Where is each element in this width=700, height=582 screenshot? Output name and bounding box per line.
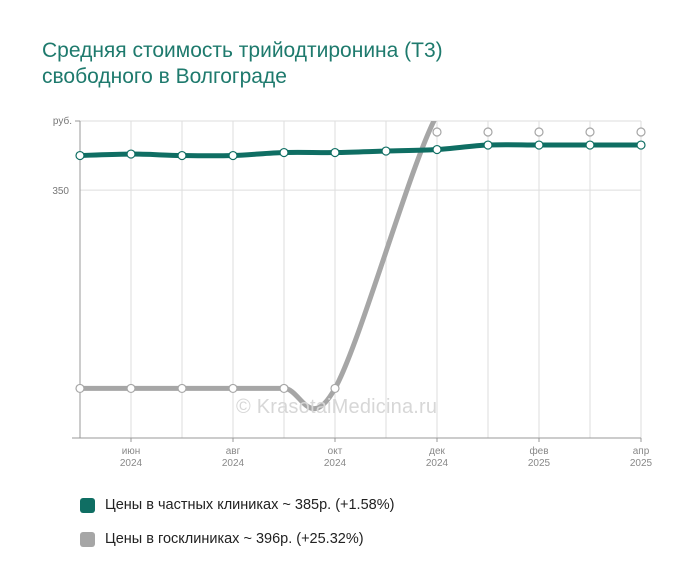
- data-point-private: [330, 147, 340, 158]
- data-point-private: [381, 146, 391, 156]
- legend: Цены в частных клиниках ~ 385р. (+1.58%)…: [80, 488, 394, 556]
- x-tick-label-year: 2024: [120, 458, 143, 469]
- legend-item-private: Цены в частных клиниках ~ 385р. (+1.58%): [80, 488, 394, 522]
- data-point-state-top: [585, 127, 595, 137]
- series: [77, 121, 644, 412]
- x-tick-label-month: дек: [429, 446, 445, 457]
- legend-swatch-state: [80, 531, 95, 547]
- legend-label-state: Цены в госклиниках ~ 396р. (+25.32%): [105, 531, 364, 547]
- chart-title-line-1: Средняя стоимость трийодтиронина (Т3): [42, 39, 443, 62]
- chart-title: Средняя стоимость трийодтиронина (Т3) св…: [42, 38, 662, 90]
- data-point-private: [75, 150, 85, 161]
- watermark: © KrasotaiMedicina.ru: [236, 396, 438, 418]
- data-point-state: [75, 383, 85, 394]
- y-axis-unit-label: руб.: [53, 115, 72, 127]
- data-point-private: [432, 144, 442, 155]
- data-point-private: [483, 140, 493, 150]
- data-point-state-top: [483, 127, 493, 137]
- x-tick-label-month: авг: [226, 446, 241, 457]
- legend-label-private: Цены в частных клиниках ~ 385р. (+1.58%): [105, 497, 395, 513]
- x-tick-label-year: 2025: [528, 458, 551, 469]
- data-points: [75, 127, 646, 394]
- x-tick-label-year: 2024: [324, 458, 347, 469]
- data-point-private: [279, 147, 289, 158]
- y-tick-label: 350: [52, 186, 69, 197]
- x-tick-label-month: фев: [529, 445, 548, 457]
- x-tick-label-month: апр: [633, 446, 650, 457]
- data-point-state-top: [432, 127, 442, 137]
- data-point-state: [126, 383, 136, 394]
- data-point-private: [636, 140, 646, 150]
- data-point-state: [330, 383, 340, 394]
- data-point-state-top: [636, 127, 646, 137]
- data-point-state: [228, 383, 238, 394]
- series-line-private: [77, 142, 644, 159]
- x-tick-label-year: 2025: [630, 458, 653, 469]
- x-tick-label-month: окт: [328, 446, 343, 457]
- x-tick-label-month: июн: [122, 446, 141, 457]
- axes: 350руб.июн2024авг2024окт2024дек2024фев20…: [52, 115, 652, 469]
- data-point-state: [279, 383, 289, 394]
- data-point-private: [126, 149, 136, 159]
- series-line-state: [77, 121, 437, 412]
- chart-title-line-2: свободного в Волгограде: [42, 65, 287, 88]
- data-point-state: [177, 383, 187, 394]
- x-tick-label-year: 2024: [222, 458, 245, 469]
- data-point-private: [534, 140, 544, 150]
- x-tick-label-year: 2024: [426, 458, 449, 469]
- data-point-state-top: [534, 127, 544, 137]
- data-point-private: [228, 150, 238, 161]
- data-point-private: [585, 140, 595, 150]
- legend-item-state: Цены в госклиниках ~ 396р. (+25.32%): [80, 522, 394, 556]
- legend-swatch-private: [80, 497, 95, 513]
- data-point-private: [177, 150, 187, 161]
